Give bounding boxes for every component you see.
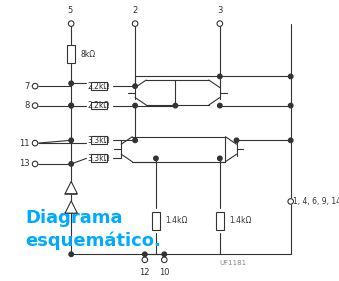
Circle shape	[143, 252, 147, 257]
Circle shape	[218, 74, 222, 79]
Text: 3.3kΩ: 3.3kΩ	[88, 154, 110, 163]
FancyBboxPatch shape	[67, 45, 75, 63]
Text: 12: 12	[140, 268, 150, 277]
Text: 11: 11	[19, 139, 29, 148]
Circle shape	[154, 156, 158, 161]
FancyBboxPatch shape	[216, 212, 224, 230]
Circle shape	[173, 103, 178, 108]
Text: 1, 4, 6, 9, 14: 1, 4, 6, 9, 14	[294, 197, 339, 206]
Text: 5: 5	[67, 6, 73, 15]
Circle shape	[161, 257, 167, 262]
Text: 3.3kΩ: 3.3kΩ	[88, 136, 110, 145]
Text: 13: 13	[19, 159, 29, 168]
Circle shape	[32, 103, 38, 108]
Polygon shape	[65, 182, 77, 194]
Circle shape	[288, 199, 294, 204]
Text: 1.4kΩ: 1.4kΩ	[230, 216, 252, 225]
Circle shape	[133, 138, 137, 142]
Circle shape	[69, 81, 74, 86]
Circle shape	[69, 162, 74, 166]
Circle shape	[32, 140, 38, 146]
Circle shape	[142, 257, 147, 262]
Text: Diagrama
esquemático.: Diagrama esquemático.	[25, 209, 161, 250]
Text: 2: 2	[133, 6, 138, 15]
FancyBboxPatch shape	[91, 82, 106, 90]
Text: 3: 3	[217, 6, 222, 15]
FancyBboxPatch shape	[91, 137, 106, 144]
FancyBboxPatch shape	[152, 212, 160, 230]
Circle shape	[69, 252, 74, 257]
Circle shape	[68, 21, 74, 26]
Text: 8: 8	[24, 101, 29, 110]
Circle shape	[32, 83, 38, 89]
Text: UF1181: UF1181	[220, 260, 247, 266]
Circle shape	[69, 103, 74, 108]
Circle shape	[288, 74, 293, 79]
Text: 8kΩ: 8kΩ	[81, 50, 96, 59]
Circle shape	[133, 84, 137, 88]
Text: 1.4kΩ: 1.4kΩ	[166, 216, 188, 225]
Text: 10: 10	[159, 268, 170, 277]
FancyBboxPatch shape	[91, 155, 106, 162]
Circle shape	[132, 21, 138, 26]
Circle shape	[162, 252, 166, 257]
FancyBboxPatch shape	[91, 102, 106, 110]
Circle shape	[288, 103, 293, 108]
Circle shape	[218, 103, 222, 108]
Circle shape	[217, 21, 223, 26]
Circle shape	[69, 138, 74, 142]
Text: 2.2kΩ: 2.2kΩ	[88, 82, 110, 91]
Text: 7: 7	[24, 82, 29, 91]
Circle shape	[288, 138, 293, 142]
Circle shape	[133, 103, 137, 108]
Circle shape	[32, 161, 38, 167]
Text: 2.2kΩ: 2.2kΩ	[88, 101, 110, 110]
Polygon shape	[65, 201, 77, 213]
Circle shape	[218, 156, 222, 161]
Circle shape	[234, 138, 239, 142]
Circle shape	[69, 103, 74, 108]
